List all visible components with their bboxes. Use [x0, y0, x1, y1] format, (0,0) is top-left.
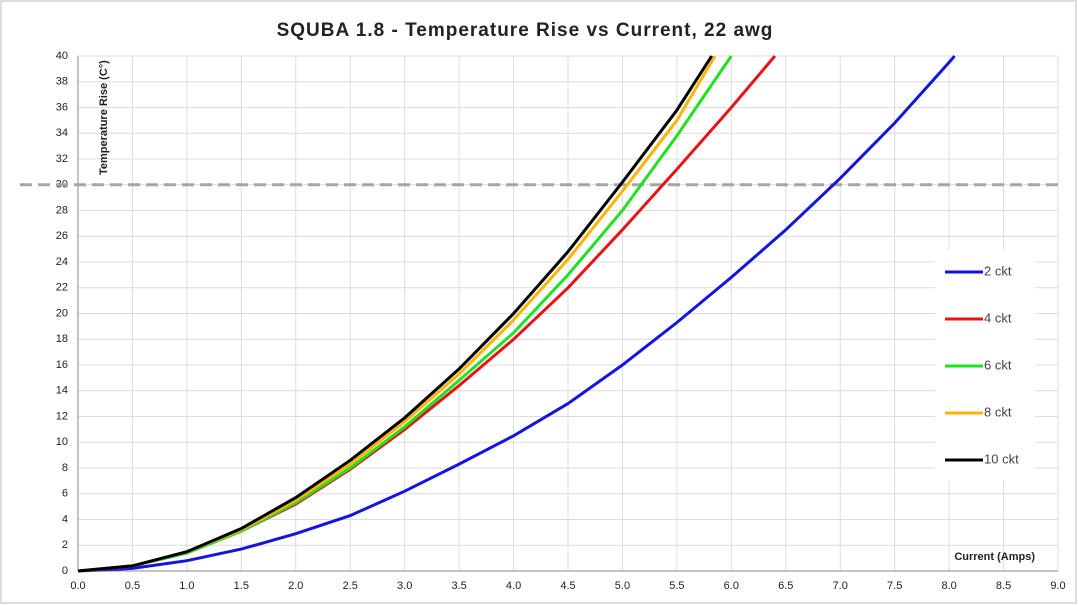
legend-label: 8 ckt: [984, 404, 1012, 419]
y-tick-label: 36: [56, 101, 68, 113]
y-axis-label: Temperature Rise (C°): [98, 60, 110, 175]
x-tick-label: 5.5: [669, 580, 684, 592]
y-tick-label: 2: [62, 539, 68, 551]
y-tick-label: 20: [56, 307, 68, 319]
y-tick-label: 38: [56, 76, 68, 88]
legend-label: 6 ckt: [984, 357, 1012, 372]
y-tick-label: 12: [56, 410, 68, 422]
x-tick-label: 2.0: [288, 580, 303, 592]
y-tick-label: 6: [62, 488, 68, 500]
x-tick-label: 0.0: [70, 580, 85, 592]
x-tick-label: 2.5: [343, 580, 358, 592]
y-tick-label: 14: [56, 385, 68, 397]
legend-label: 10 ckt: [984, 451, 1019, 466]
x-tick-label: 6.0: [724, 580, 739, 592]
legend-label: 4 ckt: [984, 310, 1012, 325]
series-line: [77, 55, 713, 573]
x-tick-label: 7.0: [833, 580, 848, 592]
x-tick-label: 0.5: [125, 580, 140, 592]
x-tick-label: 4.0: [506, 580, 521, 592]
y-tick-label: 24: [56, 256, 68, 268]
series-line: [77, 55, 956, 573]
y-tick-label: 28: [56, 204, 68, 216]
x-tick-label: 6.5: [778, 580, 793, 592]
x-axis-label: Current (Amps): [954, 551, 1035, 563]
x-tick-label: 1.0: [179, 580, 194, 592]
x-tick-label: 8.0: [941, 580, 956, 592]
legend-label: 2 ckt: [984, 263, 1012, 278]
x-tick-label: 9.0: [1050, 580, 1065, 592]
x-tick-label: 1.5: [234, 580, 249, 592]
y-tick-label: 8: [62, 462, 68, 474]
x-tick-label: 3.0: [397, 580, 412, 592]
x-tick-label: 3.5: [451, 580, 466, 592]
y-tick-label: 0: [62, 565, 68, 577]
y-tick-label: 4: [62, 513, 68, 525]
y-tick-label: 40: [56, 50, 68, 62]
y-tick-label: 32: [56, 153, 68, 165]
y-tick-label: 34: [56, 127, 68, 139]
y-tick-label: 16: [56, 359, 68, 371]
y-tick-label: 18: [56, 333, 68, 345]
x-tick-label: 4.5: [560, 580, 575, 592]
y-tick-label: 10: [56, 436, 68, 448]
y-tick-label: 22: [56, 282, 68, 294]
x-tick-label: 5.0: [615, 580, 630, 592]
chart-title: SQUBA 1.8 - Temperature Rise vs Current,…: [277, 20, 774, 41]
x-tick-label: 7.5: [887, 580, 902, 592]
y-tick-label: 26: [56, 230, 68, 242]
x-tick-label: 8.5: [996, 580, 1011, 592]
